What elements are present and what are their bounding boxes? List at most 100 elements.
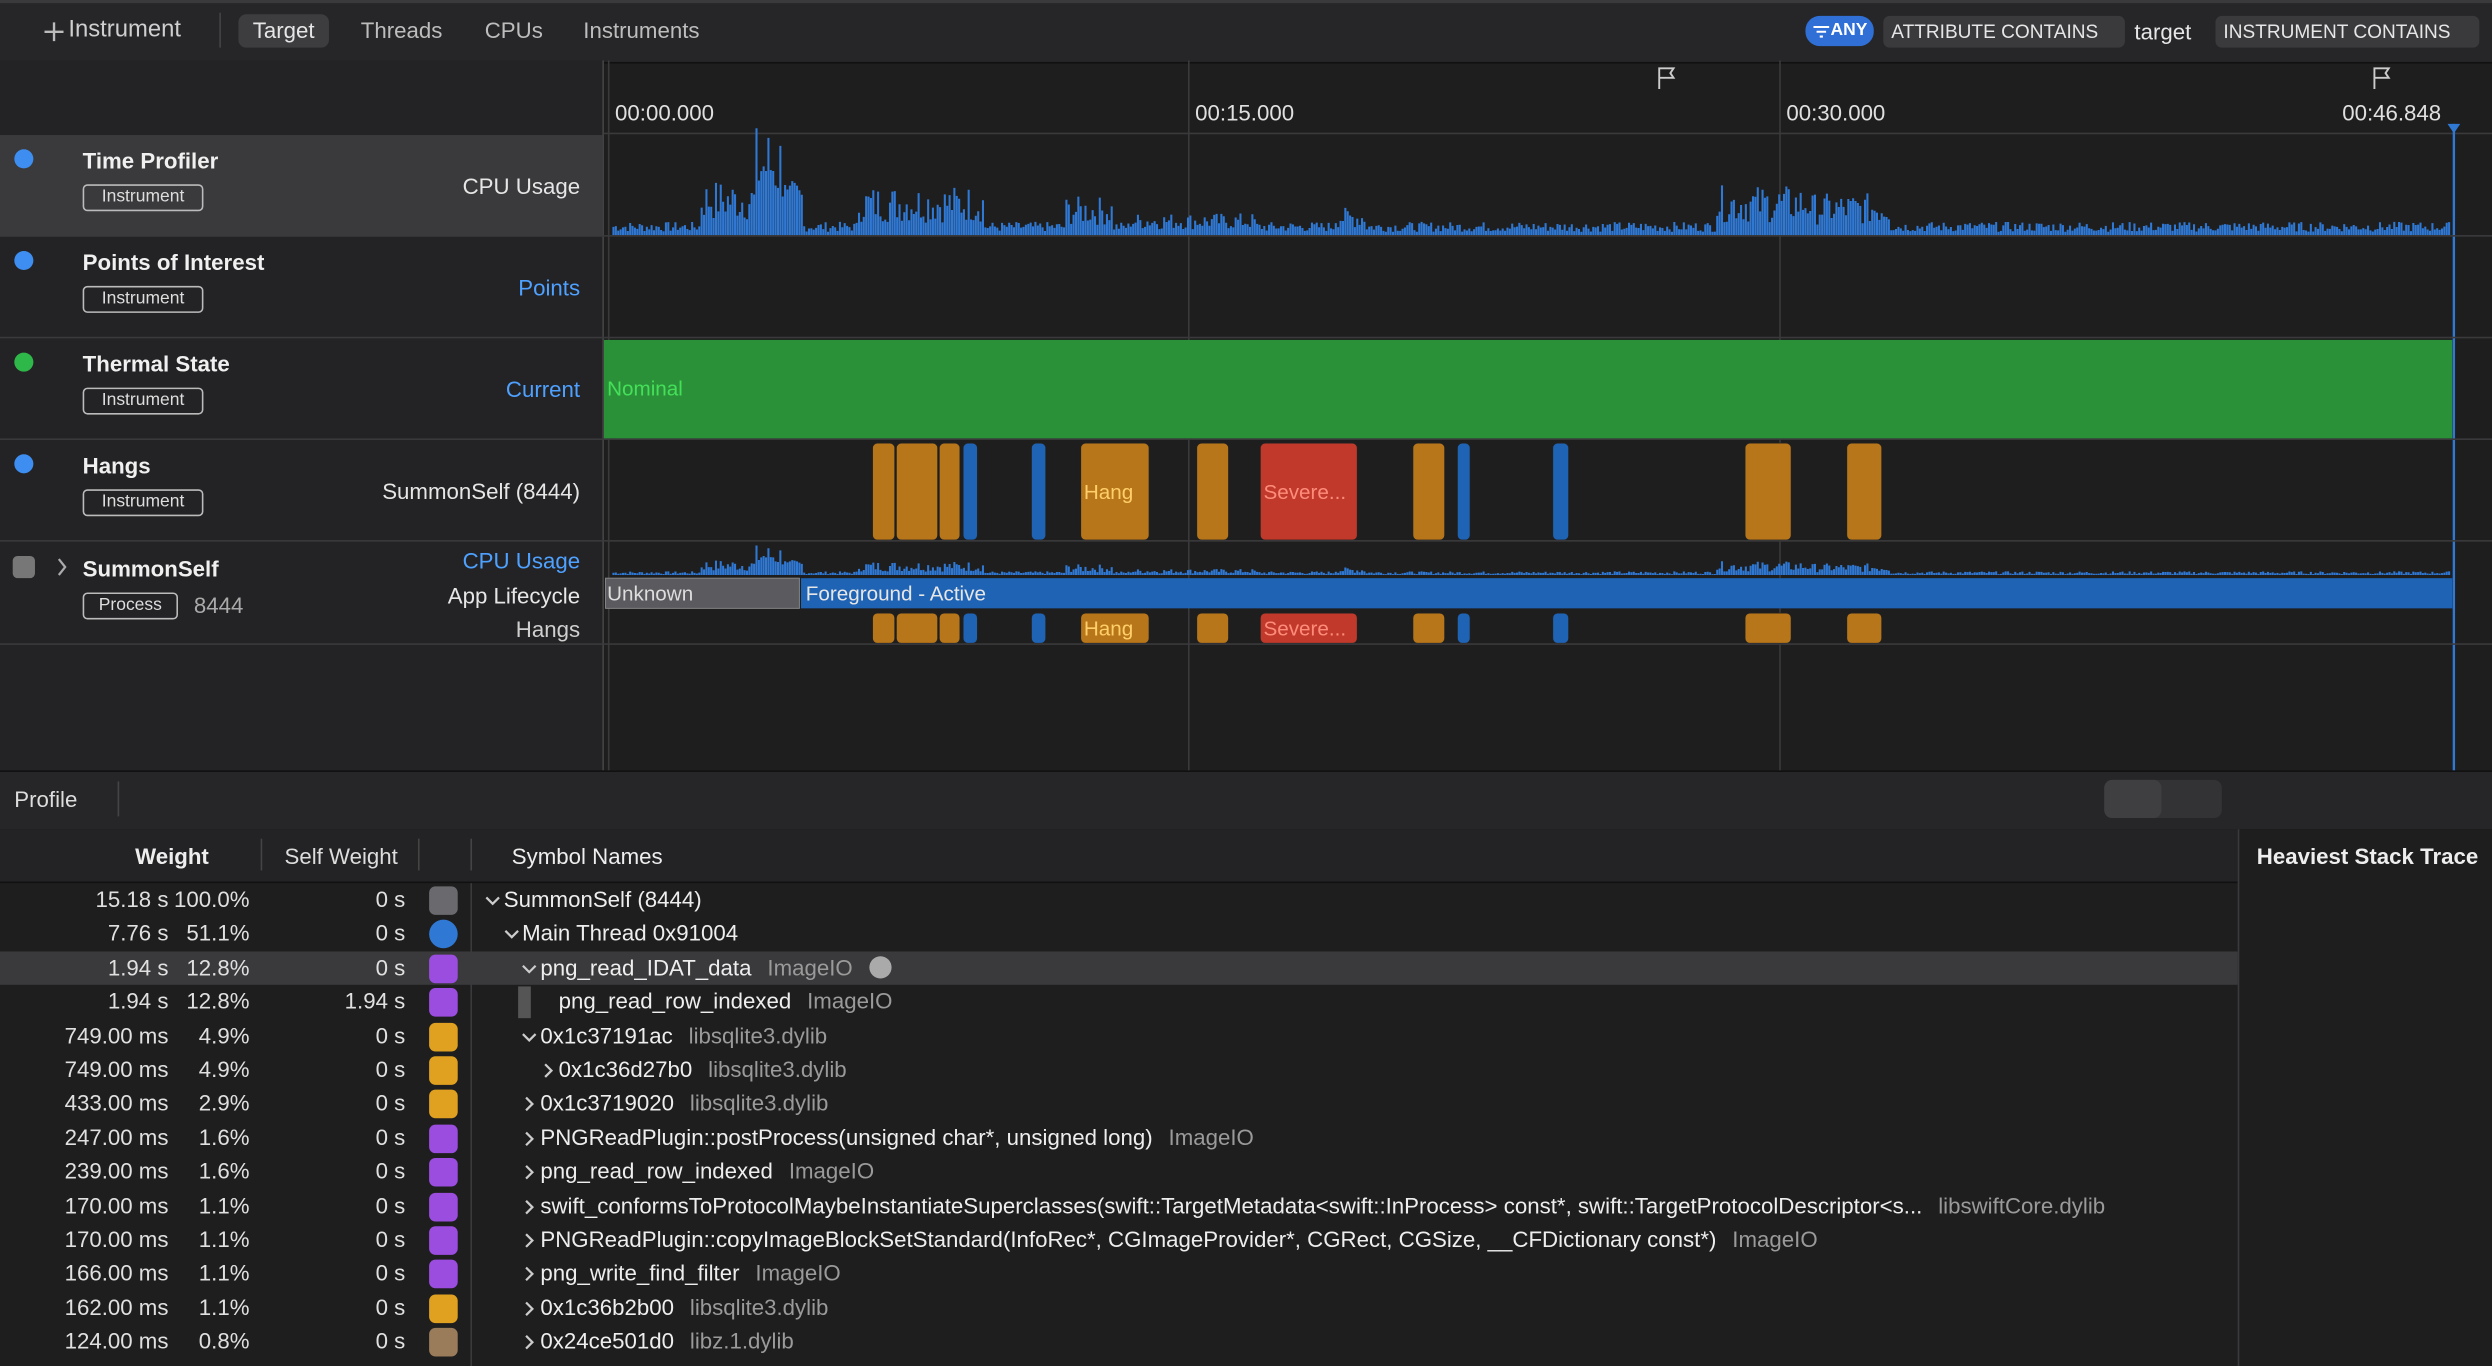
- flag: [1658, 67, 1676, 89]
- tab[interactable]: Target: [238, 14, 329, 48]
- self-weight: 0 s: [375, 1328, 406, 1354]
- lifecycle-unknown: [605, 577, 800, 609]
- lifecycle-foreground: [801, 578, 2453, 609]
- disclosure-chevron[interactable]: [521, 1267, 537, 1283]
- self-weight: 0 s: [375, 1158, 406, 1184]
- symbol-row[interactable]: Main Thread 0x91004: [522, 920, 738, 945]
- filter-token[interactable]: target: [2134, 19, 2192, 45]
- symbol-row[interactable]: SummonSelf (8444): [504, 886, 702, 911]
- library: libsqlite3.dylib: [708, 1056, 847, 1082]
- hang-block: [1552, 442, 1570, 541]
- category-icon: [429, 1158, 458, 1187]
- hang-block: [895, 442, 939, 541]
- symbol-row[interactable]: png_read_row_indexed ImageIO: [540, 1158, 874, 1183]
- hang-block: [938, 612, 961, 644]
- hang-block: [1196, 612, 1229, 644]
- self-weight: 0 s: [375, 1226, 406, 1252]
- hang-block: [1744, 442, 1792, 541]
- symbol-row[interactable]: 0x1c36b2b00 libsqlite3.dylib: [540, 1294, 828, 1319]
- category-icon: [429, 1226, 458, 1255]
- track-divider: [0, 336, 2492, 339]
- hang-block: [895, 612, 939, 644]
- profile-selector[interactable]: Profile: [14, 786, 78, 812]
- column-divider: [470, 838, 473, 871]
- symbol-row[interactable]: PNGReadPlugin::copyImageBlockSetStandard…: [540, 1226, 1817, 1251]
- disclosure-chevron[interactable]: [540, 1063, 556, 1079]
- category-icon: [429, 1124, 458, 1153]
- weight: 749.00 ms: [64, 1056, 169, 1082]
- view-toggle-selected[interactable]: [2104, 779, 2162, 819]
- filter-token[interactable]: INSTRUMENT CONTAINS: [2215, 15, 2480, 48]
- weight: 1.94 s: [107, 954, 169, 980]
- symbol: png_read_row_indexed: [558, 988, 792, 1014]
- self-weight: 0 s: [375, 1022, 406, 1048]
- cpu-usage-graph: [612, 545, 2451, 576]
- self-weight: 1.94 s: [344, 988, 406, 1014]
- symbol-row[interactable]: 0x24ce501d0 libz.1.dylib: [540, 1328, 793, 1353]
- percent: 4.9%: [198, 1022, 250, 1048]
- symbol-row[interactable]: png_read_IDAT_data ImageIO: [540, 954, 891, 980]
- symbol-row[interactable]: PNGReadPlugin::postProcess(unsigned char…: [540, 1124, 1253, 1149]
- symbol-row[interactable]: png_write_find_filter ImageIO: [540, 1260, 840, 1285]
- track-label: Points: [518, 274, 581, 301]
- disclosure-chevron[interactable]: [521, 1165, 537, 1181]
- track-label: CPU Usage: [462, 173, 581, 199]
- hang-block: [1846, 612, 1883, 644]
- timeline: 00:00.000 00:15.000 00:30.000 00:46.848 Nomi…: [603, 60, 2492, 771]
- track-divider: [0, 540, 2492, 542]
- percent: 100.0%: [174, 886, 250, 912]
- percent: 51.1%: [186, 920, 250, 946]
- column-header: [0, 829, 2238, 884]
- percent: 12.8%: [186, 988, 250, 1014]
- symbol-row[interactable]: 0x1c37191ac libsqlite3.dylib: [540, 1022, 827, 1047]
- symbol-row[interactable]: png_read_row_indexed ImageIO: [559, 988, 893, 1013]
- weight: 749.00 ms: [64, 1022, 169, 1048]
- ruler-tick-label: 00:00.000: [615, 101, 714, 126]
- hang-block: [872, 612, 896, 644]
- percent: 0.8%: [198, 1328, 250, 1354]
- library: libswiftCore.dylib: [1938, 1192, 2106, 1218]
- go-arrow[interactable]: [868, 955, 891, 979]
- hang-block: [962, 442, 978, 541]
- weight: 1.94 s: [107, 988, 169, 1014]
- weight: 15.18 s: [95, 886, 169, 912]
- weight: 162.00 ms: [64, 1294, 169, 1320]
- hang-block: [1412, 612, 1446, 644]
- tab[interactable]: Instruments: [583, 17, 700, 43]
- category-icon: [429, 1056, 458, 1085]
- separator: [219, 12, 221, 48]
- filter-token[interactable]: ATTRIBUTE CONTAINS: [1883, 15, 2125, 48]
- symbol-row[interactable]: 0x1c36d27b0 libsqlite3.dylib: [559, 1056, 847, 1081]
- add-instrument-button[interactable]: Instrument: [68, 15, 181, 43]
- filter-any[interactable]: ANY: [1805, 15, 1874, 47]
- process-badge: Process: [82, 592, 179, 620]
- process-name: SummonSelf: [82, 555, 219, 582]
- disclosure-chevron[interactable]: [521, 961, 537, 977]
- disclosure-chevron[interactable]: [485, 893, 501, 909]
- track-icon: [14, 250, 34, 271]
- disclosure-chevron[interactable]: [521, 1233, 537, 1249]
- lifecycle-label: Unknown: [607, 582, 693, 605]
- weight: 239.00 ms: [64, 1158, 169, 1184]
- symbol-row[interactable]: 0x1c3719020 libsqlite3.dylib: [540, 1090, 828, 1115]
- disclosure-chevron[interactable]: [521, 1199, 537, 1215]
- percent: 1.6%: [198, 1158, 250, 1184]
- symbol-row[interactable]: swift_conformsToProtocolMaybeInstantiate…: [540, 1192, 2105, 1217]
- disclosure-chevron[interactable]: [521, 1131, 537, 1147]
- disclosure-chevron[interactable]: [521, 1097, 537, 1113]
- tab[interactable]: CPUs: [484, 17, 543, 43]
- disclosure-chevron[interactable]: [521, 1029, 537, 1045]
- disclosure-chevron[interactable]: [521, 1335, 537, 1351]
- column-title: Self Weight: [284, 843, 398, 869]
- library: ImageIO: [1168, 1124, 1254, 1150]
- ruler-tick-label: 00:15.000: [1195, 101, 1294, 126]
- hang-block: [1846, 442, 1883, 541]
- disclosure-chevron[interactable]: [56, 558, 69, 577]
- tab[interactable]: Threads: [360, 17, 443, 43]
- symbol: 0x1c3719020: [540, 1090, 674, 1116]
- disclosure-chevron[interactable]: [521, 1301, 537, 1317]
- self-weight: 0 s: [375, 954, 406, 980]
- track-selected: [0, 135, 603, 237]
- symbol: swift_conformsToProtocolMaybeInstantiate…: [540, 1192, 1923, 1218]
- disclosure-chevron[interactable]: [503, 927, 519, 943]
